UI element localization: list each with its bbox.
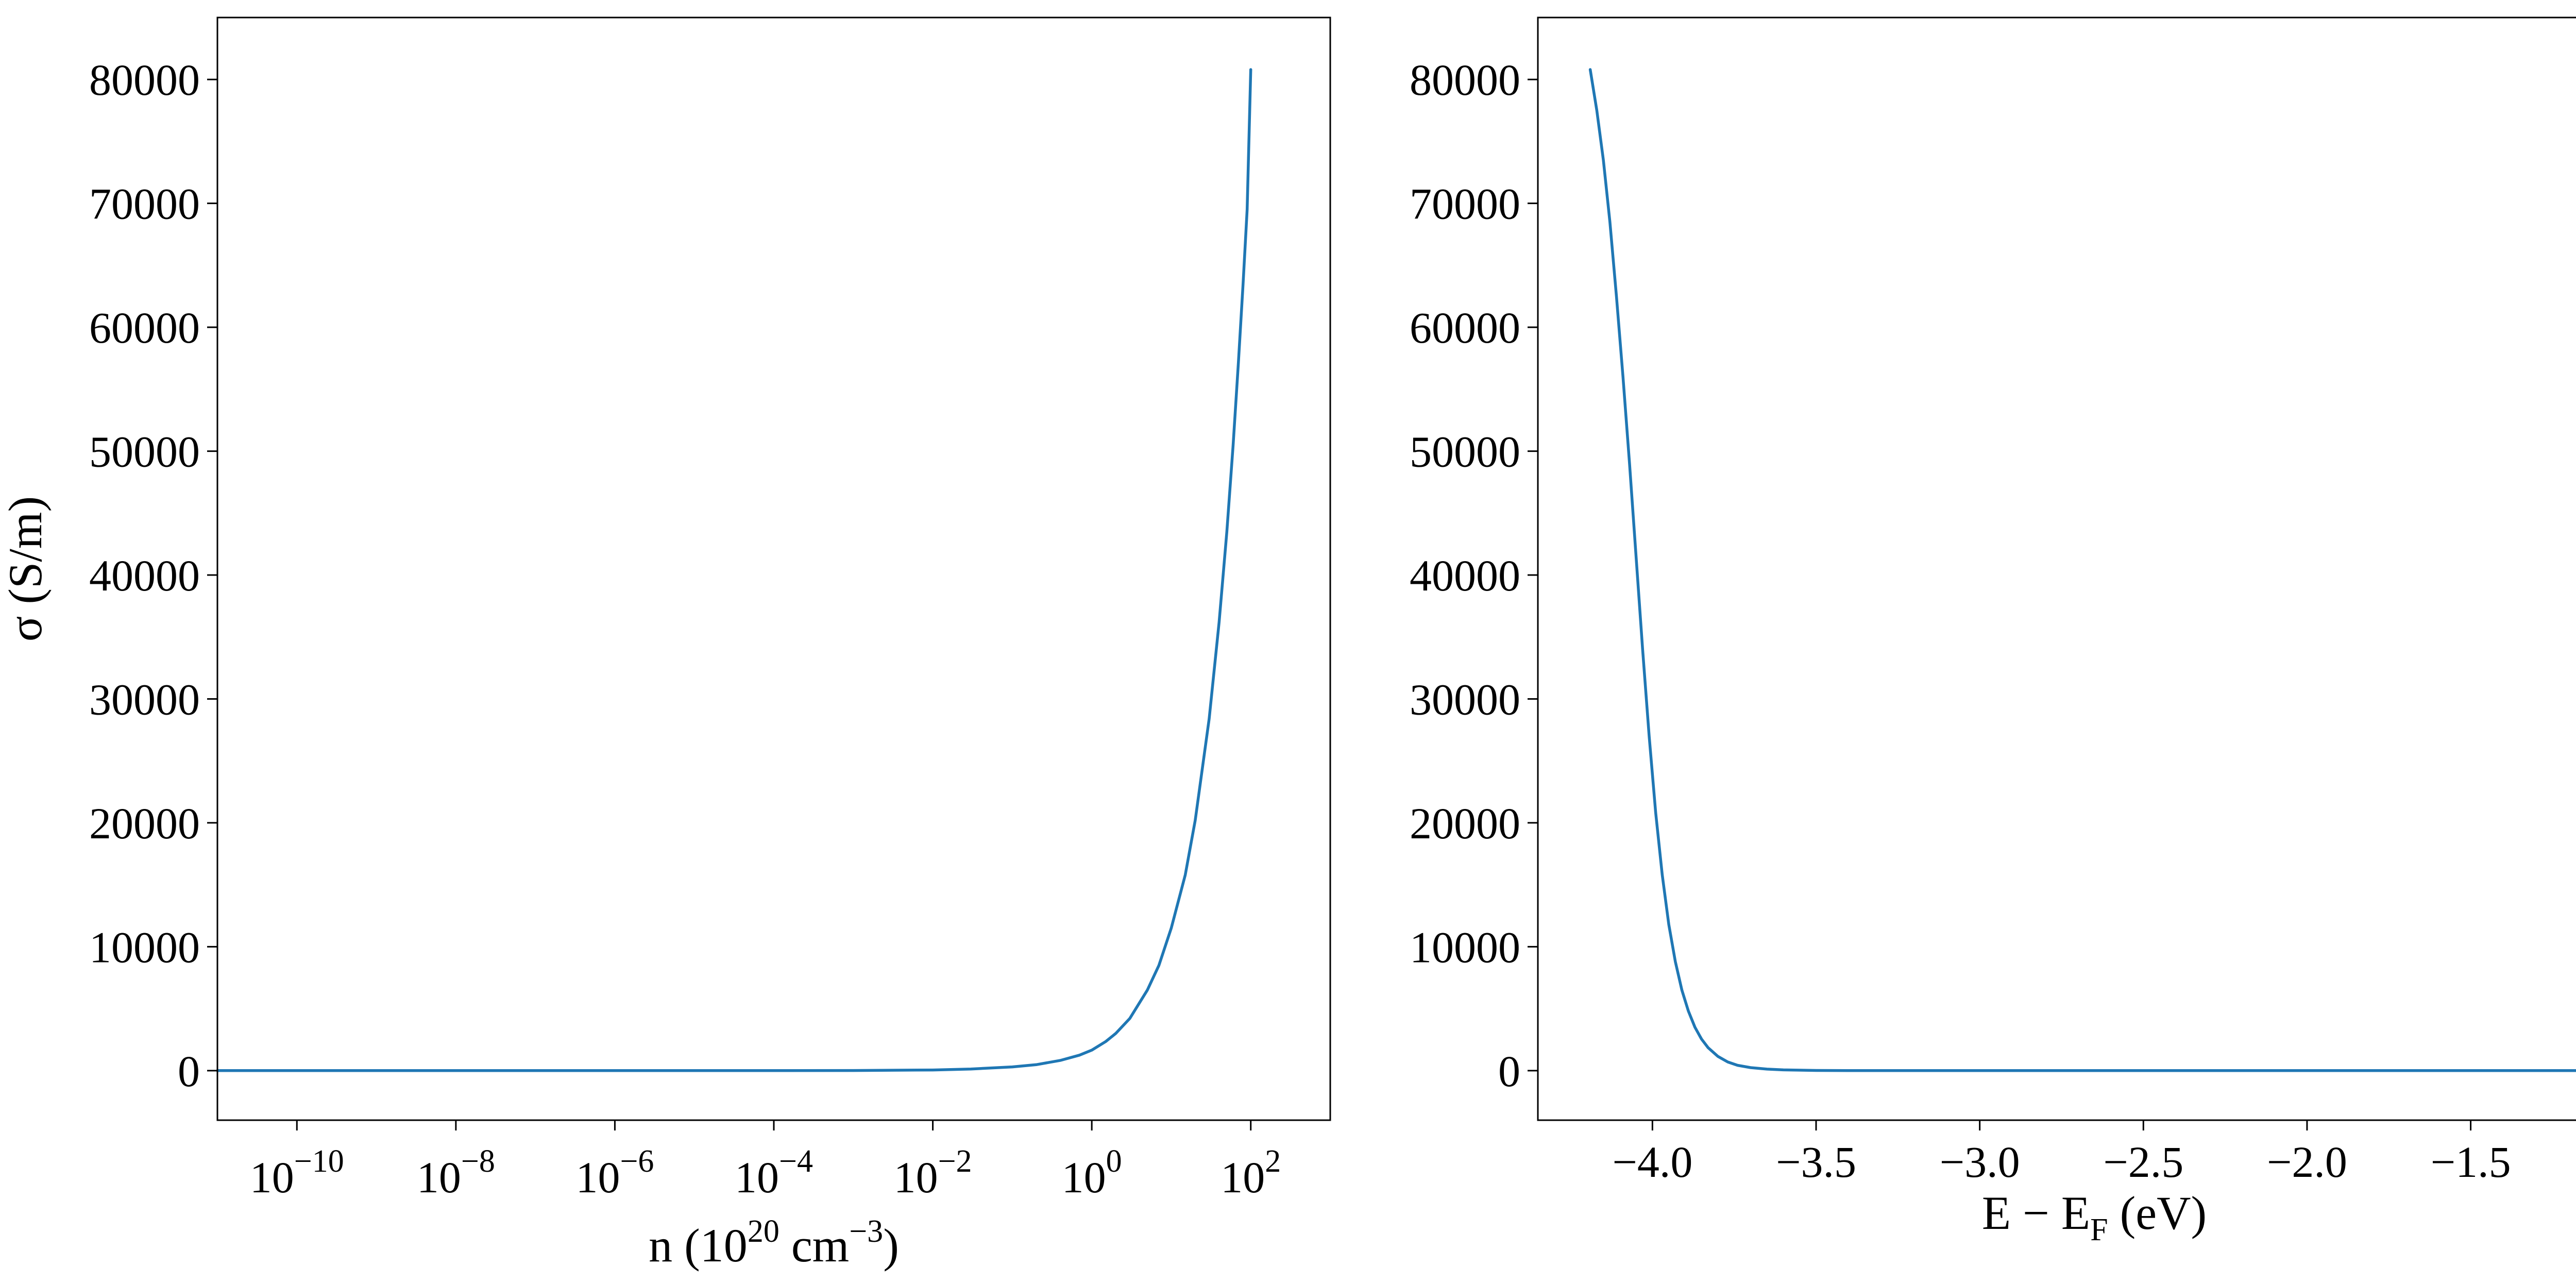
left-series-line-0 [216,68,1252,1072]
right-x-tick-label: −4.0 [1612,1137,1692,1187]
right-y-tick-label: 0 [1498,1046,1520,1096]
left-y-tick-label: 60000 [89,303,200,352]
left-panel: 10−10 10−8 10−6 10−4 10−2 100 102 0 10000 20000 3… [0,16,1331,1272]
right-plot-lines [1588,68,2576,1072]
right-series-line-0 [1588,68,2576,1072]
right-y-tick-label: 80000 [1410,55,1520,105]
left-x-tick-label: 100 [1062,1144,1122,1202]
right-y-tick-label: 30000 [1410,674,1520,724]
left-x-tick-label: 10−4 [735,1144,813,1202]
right-x-tick-label: −2.0 [2267,1137,2347,1187]
left-y-tick-label: 30000 [89,674,200,724]
left-x-tick-label: 10−6 [575,1144,654,1202]
left-y-tick-label: 50000 [89,427,200,477]
left-x-tick-label: 10−8 [417,1144,495,1202]
left-x-tick-label: 10−2 [894,1144,972,1202]
left-y-ticks: 0 10000 20000 30000 40000 50000 60000 70000 8000… [89,55,217,1096]
left-y-tick-label: 0 [178,1046,200,1096]
left-plot-lines [216,68,1252,1072]
left-x-tick-label: 10−10 [250,1144,344,1202]
right-y-tick-label: 40000 [1410,551,1520,600]
right-x-tick-label: −3.0 [1940,1137,2020,1187]
left-y-tick-label: 40000 [89,551,200,600]
right-y-tick-label: 60000 [1410,303,1520,352]
right-y-tick-label: 10000 [1410,922,1520,972]
right-y-tick-label: 50000 [1410,427,1520,477]
right-x-tick-label: −3.5 [1776,1137,1856,1187]
left-y-tick-label: 80000 [89,55,200,105]
right-panel: −4.0−3.5−3.0−2.5−2.0−1.5−1.0 01000020000… [1410,16,2576,1247]
left-x-ticks: 10−10 10−8 10−6 10−4 10−2 100 102 [250,1120,1281,1202]
left-y-tick-label: 20000 [89,799,200,848]
right-x-axis-label: E − EF (eV) [1982,1187,2207,1247]
left-y-tick-label: 70000 [89,179,200,229]
right-x-ticks: −4.0−3.5−3.0−2.5−2.0−1.5−1.0 [1612,1120,2511,1187]
left-y-tick-label: 10000 [89,922,200,972]
right-y-tick-label: 70000 [1410,179,1520,229]
right-plot-frame [1537,16,2576,1121]
left-x-axis-label: n (1020 cm−3) [649,1214,899,1272]
right-x-tick-label: −2.5 [2103,1137,2183,1187]
left-x-tick-label: 102 [1221,1144,1281,1202]
right-y-ticks: 0 10000 20000 30000 40000 50000 60000 70000 8000… [1410,55,1538,1096]
right-y-tick-label: 20000 [1410,799,1520,848]
right-x-tick-label: −1.5 [2431,1137,2511,1187]
left-y-axis-label: σ (S/m) [0,496,52,642]
